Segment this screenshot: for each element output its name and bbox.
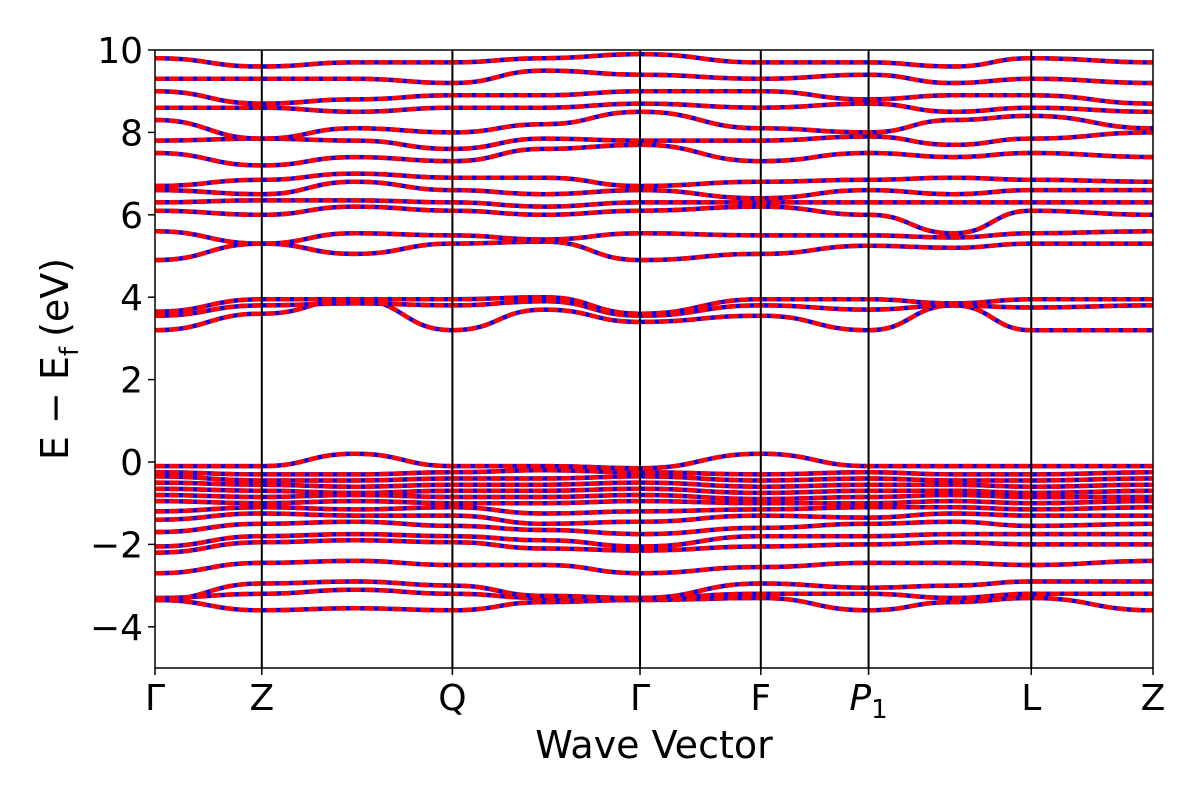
band-19-spin-down <box>155 239 1153 263</box>
bands-layer <box>155 51 1153 613</box>
band-7-spin-down <box>155 511 1153 527</box>
band-30-spin-down <box>155 68 1153 86</box>
band-18-spin-down <box>155 294 1153 316</box>
band-8-spin-down <box>155 505 1153 516</box>
band-15-spin-down <box>155 451 1153 471</box>
band-25-spin-up <box>155 142 1153 168</box>
y-tick-label: −4 <box>90 608 143 649</box>
band-27-spin-down <box>155 109 1153 141</box>
y-tick-label: 10 <box>97 31 143 72</box>
band-29-spin-down <box>155 88 1153 106</box>
x-tick-label-6: L <box>1021 678 1041 719</box>
band-23-spin-down <box>155 179 1153 201</box>
x-tick-label-sub: 1 <box>871 695 888 725</box>
band-2-spin-down <box>155 579 1153 603</box>
x-tick-label-0: Γ <box>145 678 165 719</box>
band-13-spin-down <box>155 474 1153 483</box>
band-31-spin-down <box>155 51 1153 69</box>
band-22-spin-down <box>155 198 1153 209</box>
band-12-spin-down <box>155 480 1153 489</box>
y-axis-label-sub: f <box>55 346 85 356</box>
y-axis-label-unit: (eV) <box>33 258 77 337</box>
band-3-spin-up <box>155 558 1153 576</box>
x-axis-label: Wave Vector <box>535 723 773 767</box>
band-25-spin-down <box>155 142 1153 168</box>
band-6-spin-down <box>155 519 1153 537</box>
band-9-spin-down <box>155 498 1153 506</box>
y-tick-label: 0 <box>120 443 143 484</box>
band-20-spin-up <box>155 229 1153 246</box>
band-28-spin-down <box>155 101 1153 115</box>
y-tick-label: 6 <box>120 196 143 237</box>
plot-frame <box>154 49 1154 669</box>
band-26-spin-down <box>155 130 1153 152</box>
y-axis-label-main: E − E <box>33 356 77 460</box>
y-tick-label: 4 <box>120 278 143 319</box>
band-20-spin-down <box>155 229 1153 246</box>
band-11-spin-down <box>155 486 1153 496</box>
high-symmetry-lines <box>260 50 1033 668</box>
y-tick-label: −2 <box>90 525 143 566</box>
band-10-spin-down <box>155 492 1153 502</box>
band-5-spin-down <box>155 531 1153 549</box>
band-15-spin-up <box>155 451 1153 471</box>
x-tick-label-1: Z <box>249 678 274 719</box>
band-4-spin-down <box>155 538 1153 555</box>
band-3-spin-down <box>155 558 1153 576</box>
band-14-spin-down <box>155 467 1153 477</box>
band-21-spin-down <box>155 204 1153 236</box>
band-17-spin-down <box>155 299 1153 318</box>
band-24-spin-down <box>155 171 1153 189</box>
y-tick-label: 8 <box>120 113 143 154</box>
y-axis-ticks: −4 −2 0 2 4 6 8 10 <box>90 31 155 649</box>
x-tick-label-3: Γ <box>630 678 650 719</box>
x-tick-label-5: P1 <box>849 678 887 725</box>
x-tick-label-4: F <box>750 678 771 719</box>
y-axis-label: E − Ef (eV) <box>33 258 85 460</box>
band-0-spin-down <box>155 595 1153 613</box>
x-tick-label-base: P <box>849 678 871 719</box>
y-tick-label: 2 <box>120 361 143 402</box>
x-tick-label-2: Q <box>438 678 466 719</box>
x-axis-ticks: Γ Z Q Γ F P1 L Z <box>145 668 1165 725</box>
x-tick-label-7: Z <box>1141 678 1166 719</box>
